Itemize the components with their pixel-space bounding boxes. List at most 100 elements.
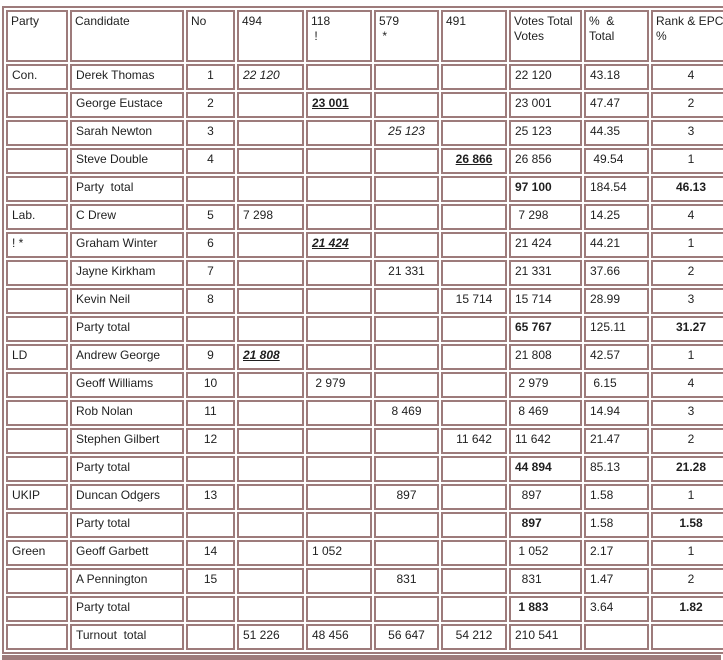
cell-rank: 1.82 bbox=[651, 596, 723, 622]
cell-c491 bbox=[441, 596, 507, 622]
cell-c579: 897 bbox=[374, 484, 439, 510]
cell-c494 bbox=[237, 232, 304, 258]
cell-c579 bbox=[374, 428, 439, 454]
cell-c118: 48 456 bbox=[306, 624, 372, 650]
cell-candidate: Geoff Williams bbox=[70, 372, 184, 398]
cell-pct: 3.64 bbox=[584, 596, 649, 622]
column-header-pct: % & Total bbox=[584, 10, 649, 62]
cell-no bbox=[186, 316, 235, 342]
cell-no bbox=[186, 624, 235, 650]
table-row: Stephen Gilbert 12 11 642 11 642 21.47 2 bbox=[6, 428, 723, 454]
cell-rank: 1 bbox=[651, 540, 723, 566]
cell-c494 bbox=[237, 428, 304, 454]
cell-pct: 37.66 bbox=[584, 260, 649, 286]
cell-votes: 25 123 bbox=[509, 120, 582, 146]
cell-votes: 897 bbox=[509, 512, 582, 538]
cell-candidate: Andrew George bbox=[70, 344, 184, 370]
cell-party bbox=[6, 624, 68, 650]
cell-pct: 44.21 bbox=[584, 232, 649, 258]
table-row: Party total 65 767 125.11 31.27 bbox=[6, 316, 723, 342]
cell-party: Con. bbox=[6, 64, 68, 90]
cell-candidate: Sarah Newton bbox=[70, 120, 184, 146]
cell-votes: 897 bbox=[509, 484, 582, 510]
table-row: George Eustace 2 23 001 23 001 47.47 2 bbox=[6, 92, 723, 118]
cell-c579: 8 469 bbox=[374, 400, 439, 426]
cell-no: 8 bbox=[186, 288, 235, 314]
cell-votes: 21 331 bbox=[509, 260, 582, 286]
table-row: Lab. C Drew 5 7 298 7 298 14.25 4 bbox=[6, 204, 723, 230]
cell-votes: 15 714 bbox=[509, 288, 582, 314]
cell-c118 bbox=[306, 344, 372, 370]
cell-votes: 210 541 bbox=[509, 624, 582, 650]
cell-no: 2 bbox=[186, 92, 235, 118]
table-row: ! * Graham Winter 6 21 424 21 424 44.21 1 bbox=[6, 232, 723, 258]
table-row: Green Geoff Garbett 14 1 052 1 052 2.17 1 bbox=[6, 540, 723, 566]
cell-pct: 43.18 bbox=[584, 64, 649, 90]
cell-c579 bbox=[374, 64, 439, 90]
cell-c491 bbox=[441, 568, 507, 594]
cell-c494 bbox=[237, 400, 304, 426]
cell-candidate: Duncan Odgers bbox=[70, 484, 184, 510]
cell-party bbox=[6, 176, 68, 202]
cell-c579: 25 123 bbox=[374, 120, 439, 146]
cell-no: 12 bbox=[186, 428, 235, 454]
cell-party bbox=[6, 456, 68, 482]
cell-candidate: Kevin Neil bbox=[70, 288, 184, 314]
cell-no bbox=[186, 512, 235, 538]
cell-c118: 23 001 bbox=[306, 92, 372, 118]
cell-party bbox=[6, 148, 68, 174]
cell-candidate: Steve Double bbox=[70, 148, 184, 174]
cell-votes: 1 052 bbox=[509, 540, 582, 566]
cell-rank: 2 bbox=[651, 92, 723, 118]
cell-no: 11 bbox=[186, 400, 235, 426]
cell-rank: 3 bbox=[651, 288, 723, 314]
cell-votes: 21 424 bbox=[509, 232, 582, 258]
table-row: Steve Double 4 26 866 26 856 49.54 1 bbox=[6, 148, 723, 174]
cell-c118: 2 979 bbox=[306, 372, 372, 398]
cell-c494 bbox=[237, 288, 304, 314]
cell-rank: 2 bbox=[651, 568, 723, 594]
cell-c118 bbox=[306, 484, 372, 510]
cell-c118 bbox=[306, 568, 372, 594]
cell-rank bbox=[651, 624, 723, 650]
cell-c579: 21 331 bbox=[374, 260, 439, 286]
cell-no: 1 bbox=[186, 64, 235, 90]
table-row: Geoff Williams 10 2 979 2 979 6.15 4 bbox=[6, 372, 723, 398]
cell-c494 bbox=[237, 568, 304, 594]
cell-c491 bbox=[441, 176, 507, 202]
cell-c579 bbox=[374, 344, 439, 370]
cell-pct: 14.25 bbox=[584, 204, 649, 230]
cell-party: UKIP bbox=[6, 484, 68, 510]
table-bottom-border bbox=[2, 655, 721, 660]
cell-party bbox=[6, 372, 68, 398]
cell-c494: 21 808 bbox=[237, 344, 304, 370]
cell-party bbox=[6, 512, 68, 538]
cell-no: 4 bbox=[186, 148, 235, 174]
table-row: Rob Nolan 11 8 469 8 469 14.94 3 bbox=[6, 400, 723, 426]
cell-pct: 42.57 bbox=[584, 344, 649, 370]
cell-rank: 2 bbox=[651, 428, 723, 454]
cell-party bbox=[6, 428, 68, 454]
cell-votes: 11 642 bbox=[509, 428, 582, 454]
table-row: UKIP Duncan Odgers 13 897 897 1.58 1 bbox=[6, 484, 723, 510]
cell-pct: 1.58 bbox=[584, 512, 649, 538]
cell-candidate: C Drew bbox=[70, 204, 184, 230]
cell-candidate: Graham Winter bbox=[70, 232, 184, 258]
cell-rank: 4 bbox=[651, 372, 723, 398]
cell-candidate: George Eustace bbox=[70, 92, 184, 118]
column-header-votes: Votes Total Votes bbox=[509, 10, 582, 62]
cell-pct: 44.35 bbox=[584, 120, 649, 146]
cell-pct: 49.54 bbox=[584, 148, 649, 174]
cell-c118 bbox=[306, 596, 372, 622]
cell-party bbox=[6, 316, 68, 342]
table-row: LD Andrew George 9 21 808 21 808 42.57 1 bbox=[6, 344, 723, 370]
cell-votes: 831 bbox=[509, 568, 582, 594]
cell-no: 10 bbox=[186, 372, 235, 398]
column-header-c494: 494 bbox=[237, 10, 304, 62]
cell-c494 bbox=[237, 316, 304, 342]
cell-no: 6 bbox=[186, 232, 235, 258]
cell-votes: 7 298 bbox=[509, 204, 582, 230]
cell-no bbox=[186, 176, 235, 202]
cell-c494 bbox=[237, 92, 304, 118]
cell-c491 bbox=[441, 540, 507, 566]
